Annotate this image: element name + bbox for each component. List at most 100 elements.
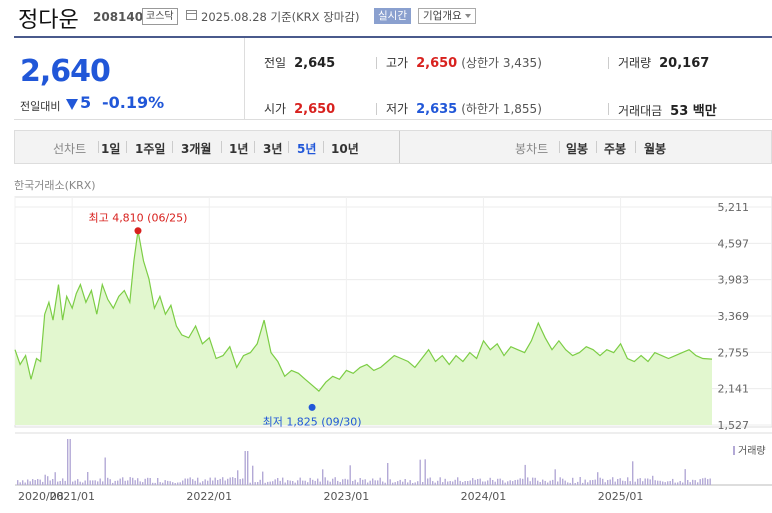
tab-10y[interactable]: 10년 — [331, 142, 359, 156]
volume-bar — [254, 482, 256, 485]
volume-value: 20,167 — [659, 56, 710, 71]
volume-bar — [624, 481, 626, 485]
volume-bar — [284, 482, 286, 485]
volume-bar — [444, 478, 446, 485]
open-value: 2,650 — [294, 102, 336, 117]
volume-bar — [372, 478, 374, 485]
volume-bar — [459, 480, 461, 485]
volume-bar — [504, 482, 506, 485]
tab-3y[interactable]: 3년 — [263, 142, 283, 156]
realtime-button[interactable]: 실시간 — [374, 8, 411, 24]
volume-bar — [119, 478, 121, 485]
tab-monthly[interactable]: 월봉 — [644, 142, 667, 156]
volume-bar — [632, 461, 634, 485]
volume-bar — [532, 477, 534, 485]
volume-bar — [177, 482, 179, 485]
volume-bar — [699, 479, 701, 485]
volume-bar — [339, 482, 341, 485]
volume-bar — [409, 480, 411, 485]
area-fill — [15, 230, 712, 425]
tab-1d[interactable]: 1일 — [101, 142, 121, 156]
change-percent: -0.19% — [102, 93, 165, 112]
tab-1y[interactable]: 1년 — [229, 142, 249, 156]
volume-bar — [349, 465, 351, 485]
down-arrow-icon — [66, 99, 78, 110]
company-info-dropdown[interactable]: 기업개요 — [418, 8, 476, 24]
volume-bar — [259, 479, 261, 485]
volume-bar — [84, 480, 86, 485]
volume-bar — [237, 470, 239, 485]
volume-bar — [414, 482, 416, 485]
volume-bar — [519, 478, 521, 485]
calendar-icon — [186, 10, 197, 20]
volume-bar — [364, 479, 366, 485]
volume-bar — [77, 479, 79, 485]
tab-3m[interactable]: 3개월 — [181, 142, 212, 156]
trade-value: 거래대금 53 백만 — [618, 100, 717, 119]
volume-bar — [252, 465, 254, 485]
volume-bar — [382, 481, 384, 485]
volume-bar — [549, 480, 551, 485]
volume-bar — [689, 482, 691, 485]
volume-bar — [107, 477, 109, 485]
volume-bar — [407, 482, 409, 485]
volume-bar — [187, 478, 189, 485]
volume-bar — [287, 480, 289, 485]
prev-close-label: 전일 — [264, 56, 287, 70]
volume-bar — [307, 482, 309, 485]
volume-bar — [342, 479, 344, 485]
volume-bar — [474, 479, 476, 485]
volume-bar — [369, 480, 371, 485]
y-tick-label: 4,597 — [718, 237, 750, 250]
tab-5y[interactable]: 5년 — [297, 142, 317, 156]
volume-bar — [434, 482, 436, 485]
volume-bar — [167, 480, 169, 485]
volume-bar — [29, 481, 31, 485]
base-date: 2025.08.28 기준(KRX 장마감) — [201, 10, 360, 24]
volume-bar — [324, 477, 326, 485]
volume-bar — [64, 480, 66, 485]
volume-bar — [137, 478, 139, 485]
tab-weekly[interactable]: 주봉 — [604, 142, 627, 156]
x-tick-label: 2024/01 — [461, 490, 507, 503]
volume-bar — [692, 479, 694, 485]
volume-bar — [359, 478, 361, 485]
volume-bar — [52, 479, 54, 485]
volume-bar — [49, 480, 51, 485]
volume-bar — [352, 481, 354, 485]
volume-bar — [517, 479, 519, 485]
volume-bar — [599, 477, 601, 485]
volume-bar — [89, 480, 91, 485]
volume-bar — [679, 481, 681, 485]
line-chart-label: 선차트 — [53, 142, 87, 156]
volume-bar — [224, 480, 226, 485]
volume-bar — [564, 480, 566, 485]
volume-bar — [612, 477, 614, 485]
volume-bar — [514, 480, 516, 485]
y-tick-label: 1,527 — [718, 419, 750, 432]
tab-daily[interactable]: 일봉 — [566, 142, 589, 156]
volume-bar — [147, 477, 149, 485]
volume-bar — [24, 482, 26, 485]
volume-bar — [127, 480, 129, 485]
volume-bar — [457, 477, 459, 485]
volume-bar — [299, 477, 301, 485]
open-label: 시가 — [264, 102, 287, 116]
volume-bar — [579, 477, 581, 485]
tab-1w[interactable]: 1주일 — [135, 142, 166, 156]
change-label: 전일대비 — [20, 100, 61, 113]
x-tick-label: 2022/01 — [186, 490, 232, 503]
stock-header: 정다운 208140 코스닥 2025.08.28 기준(KRX 장마감) 실시… — [0, 0, 772, 34]
volume-bar — [347, 479, 349, 485]
volume-bar — [232, 477, 234, 485]
volume-bar — [422, 482, 424, 485]
volume-bar — [647, 478, 649, 485]
current-price: 2,640 — [20, 54, 111, 89]
volume-bar — [262, 471, 264, 485]
volume-bar — [384, 482, 386, 485]
volume-bar — [17, 480, 19, 485]
volume-bar — [669, 481, 671, 485]
volume-bar — [704, 477, 706, 485]
volume-bar — [294, 482, 296, 485]
low-price: 저가 2,635 (하한가 1,855) — [386, 100, 542, 117]
